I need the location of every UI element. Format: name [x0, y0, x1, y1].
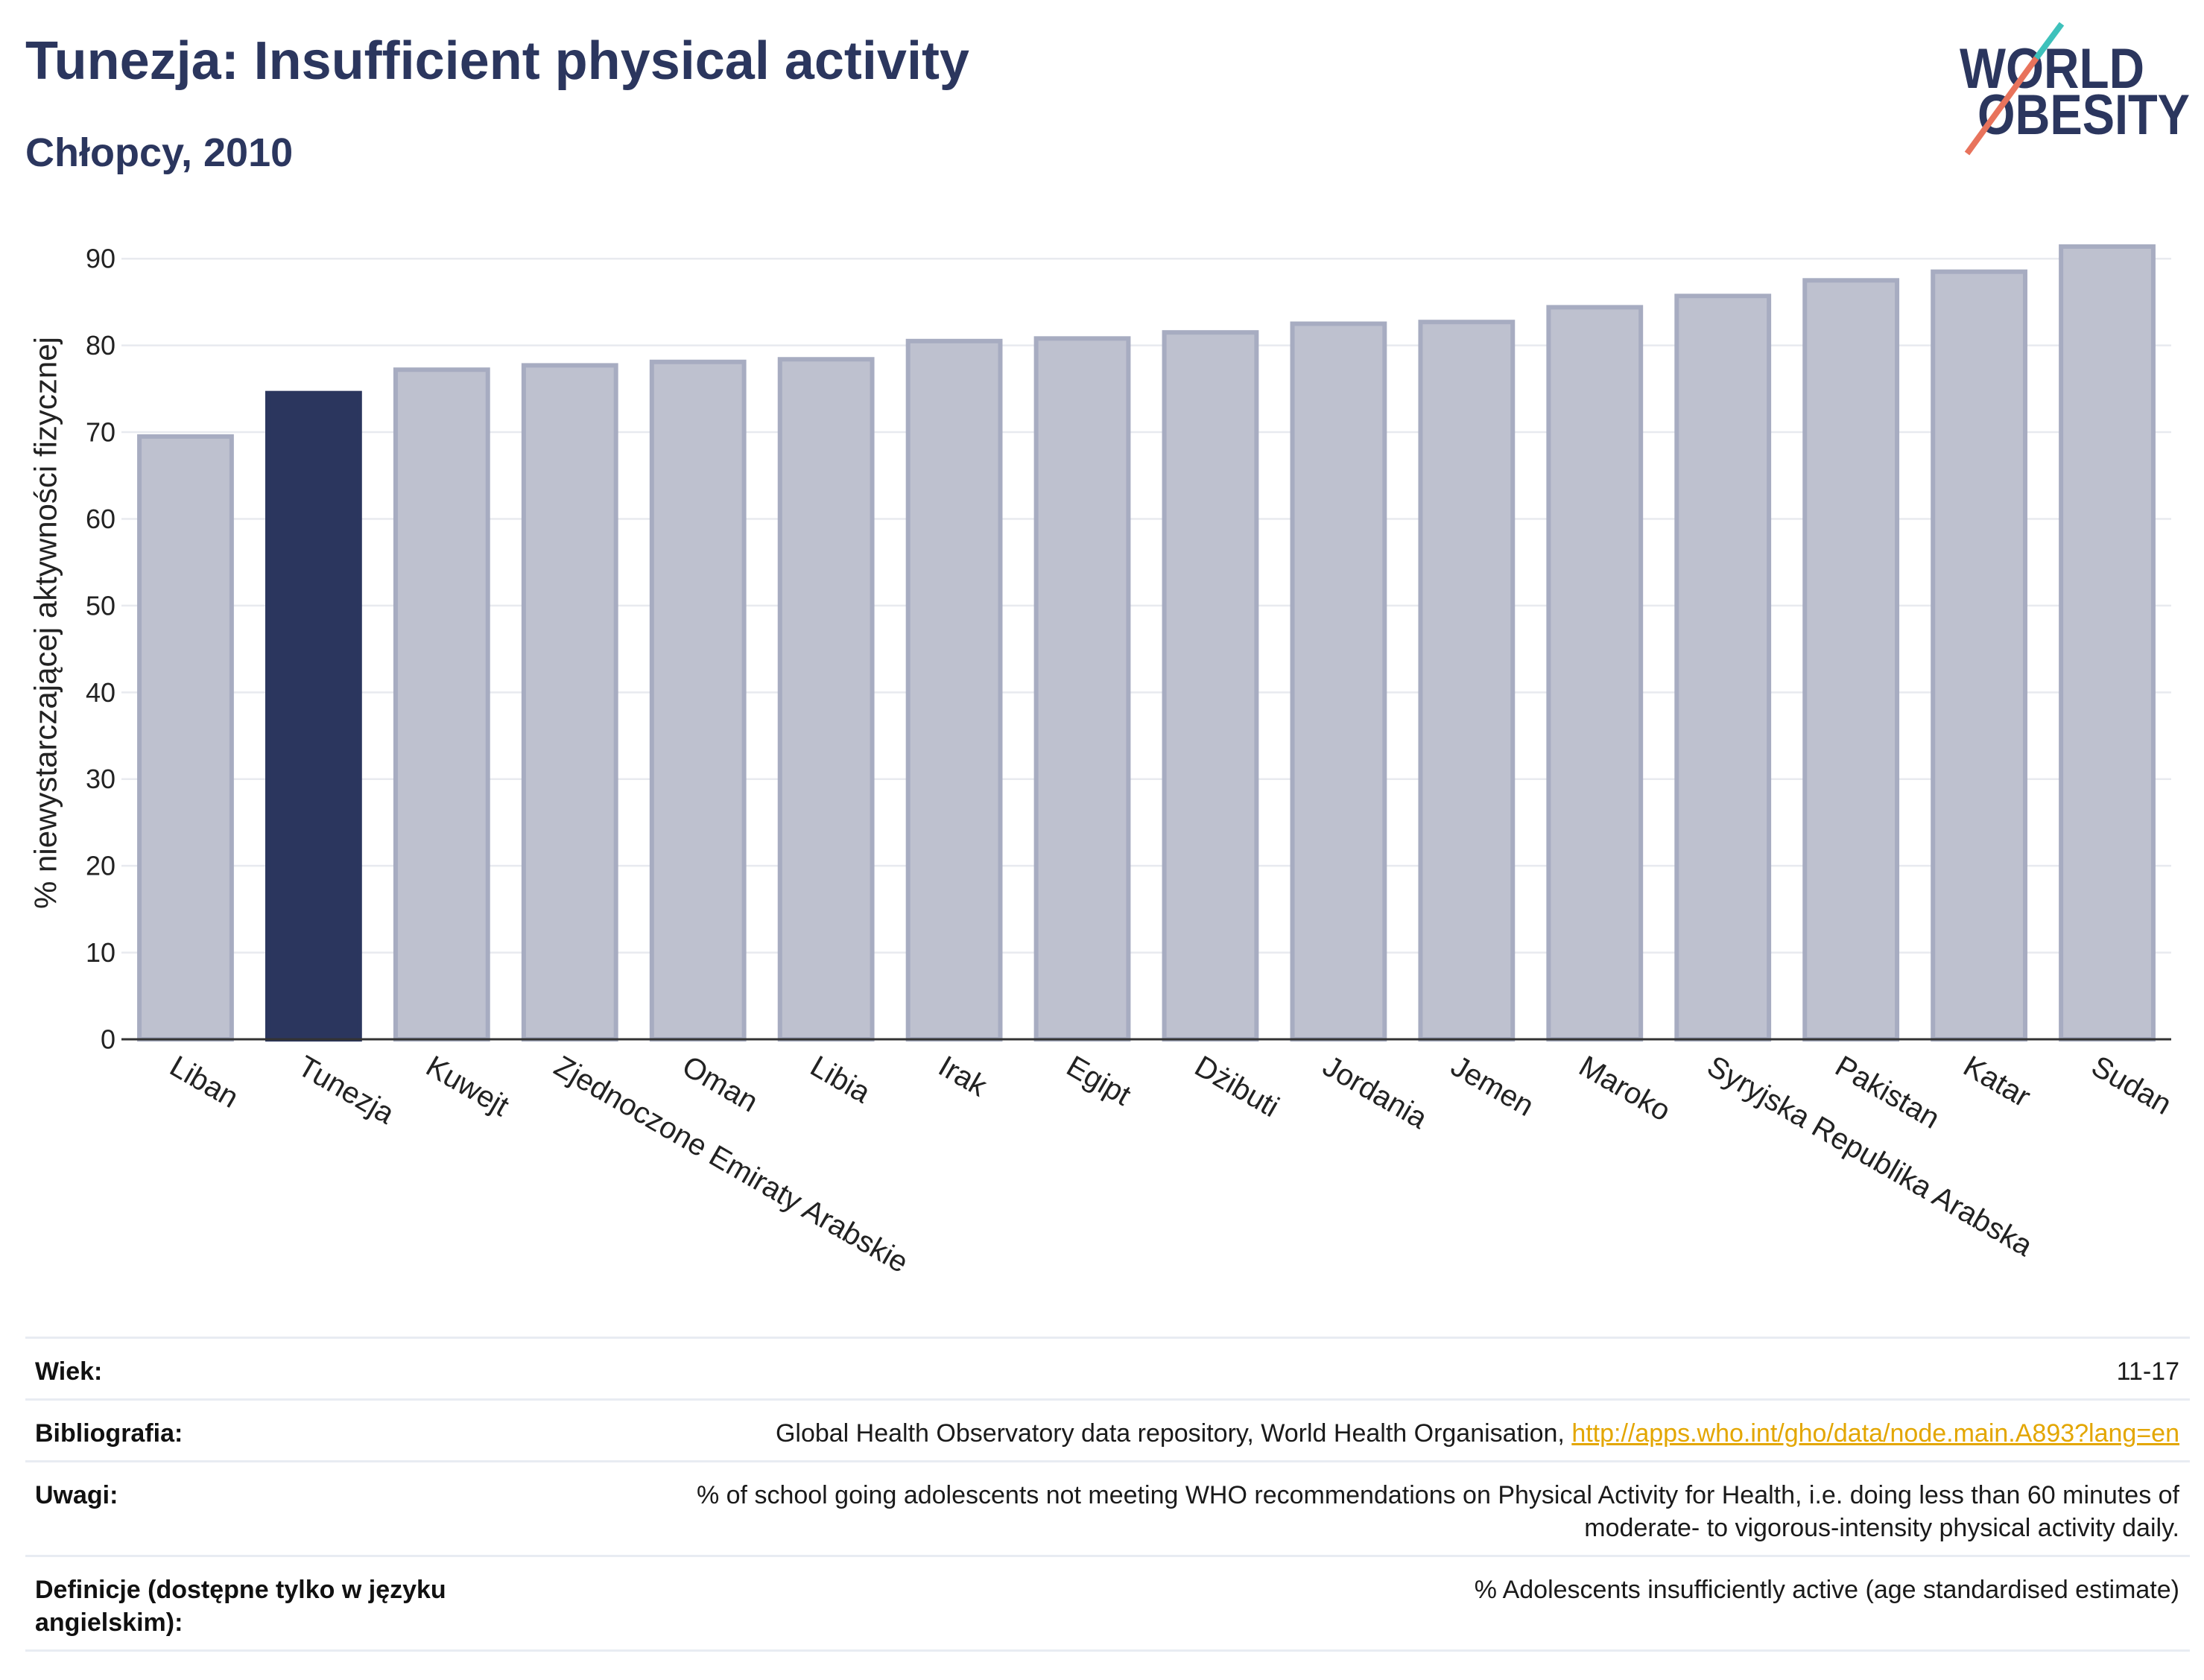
y-tick-label-20: 20: [86, 851, 115, 881]
info-row-definitions: Definicje (dostępne tylko w języku angie…: [25, 1557, 2190, 1652]
chart-title: Tunezja: Insufficient physical activity: [25, 31, 969, 91]
x-tick-label-libia: Libia: [805, 1050, 876, 1110]
x-tick-label-kuwejt: Kuwejt: [420, 1050, 514, 1123]
y-tick-label-80: 80: [86, 330, 115, 361]
definitions-value-cell: % Adolescents insufficiently active (age…: [482, 1573, 2179, 1606]
world-obesity-logo: WORLD OBESITY: [1960, 22, 2190, 156]
x-tick-label-maroko: Maroko: [1574, 1050, 1676, 1128]
y-tick-label-90: 90: [86, 244, 115, 274]
y-tick-label-0: 0: [101, 1024, 115, 1055]
notes-value: % of school going adolescents not meetin…: [696, 1481, 2179, 1542]
bar-jordania: [1290, 321, 1387, 1042]
y-tick-label-30: 30: [86, 764, 115, 794]
y-tick-label-50: 50: [86, 590, 115, 621]
definitions-value: % Adolescents insufficiently active (age…: [1474, 1576, 2179, 1604]
y-tick-label-10: 10: [86, 937, 115, 968]
x-tick-label-liban: Liban: [164, 1050, 244, 1115]
y-tick-label-40: 40: [86, 677, 115, 708]
bar-jemen: [1418, 320, 1516, 1042]
notes-label: Uwagi:: [35, 1481, 118, 1509]
x-tick-label-irak: Irak: [933, 1050, 993, 1103]
x-tick-label-jemen: Jemen: [1445, 1050, 1539, 1123]
x-tick-labels: Liban Tunezja Kuwejt Zjednoczone Emiraty Ar…: [164, 1050, 2176, 1279]
bibliography-value-cell: Global Health Observatory data repositor…: [482, 1417, 2179, 1450]
bar-libia: [777, 357, 875, 1042]
definitions-label: Definicje (dostępne tylko w języku angie…: [35, 1576, 446, 1637]
x-tick-label-oman: Oman: [677, 1050, 763, 1119]
x-tick-label-katar: Katar: [1958, 1050, 2036, 1114]
info-row-age: Wiek: 11-17: [25, 1339, 2190, 1401]
x-tick-label-egipt: Egipt: [1061, 1050, 1136, 1112]
x-tick-label-jordania: Jordania: [1317, 1050, 1434, 1135]
info-table: Wiek: 11-17 Bibliografia: Global Health …: [25, 1337, 2190, 1652]
notes-value-cell: % of school going adolescents not meetin…: [482, 1479, 2179, 1544]
logo-slash-bottom-icon: [1964, 56, 2039, 156]
age-label: Wiek:: [35, 1357, 103, 1386]
chart-subtitle: Chłopcy, 2010: [25, 130, 294, 175]
bar-dzibuti: [1162, 330, 1259, 1042]
bars: [137, 244, 2156, 1042]
bar-kuwejt: [393, 367, 490, 1042]
bibliography-value: Global Health Observatory data repositor…: [776, 1417, 2179, 1450]
y-tick-label-70: 70: [86, 417, 115, 448]
bar-tunezja: [265, 390, 362, 1042]
y-tick-labels: 0 10 20 30 40 50 60 70 80 90: [86, 244, 115, 1055]
bar-pakistan: [1802, 278, 1900, 1042]
bar-syryjska-republika-arabska: [1674, 294, 1772, 1042]
logo-line-1: WORLD: [1960, 37, 2144, 101]
info-row-notes: Uwagi: % of school going adolescents not…: [25, 1462, 2190, 1557]
x-tick-label-tunezja: Tunezja: [292, 1050, 400, 1131]
bar-zjednoczone-emiraty-arabskie: [521, 363, 618, 1042]
bar-oman: [649, 359, 747, 1042]
age-value-cell: 11-17: [482, 1355, 2179, 1388]
bibliography-text: Global Health Observatory data repositor…: [775, 1419, 1565, 1448]
y-axis-label: % niewystarczającej aktywności fizycznej: [28, 337, 63, 909]
bar-irak: [905, 338, 1003, 1042]
source-link[interactable]: http://apps.who.int/gho/data/node.main.A…: [1571, 1419, 2179, 1448]
x-tick-label-sudan: Sudan: [2086, 1050, 2177, 1121]
x-tick-label-pakistan: Pakistan: [1830, 1050, 1945, 1135]
x-tick-label-dzibuti: Dżibuti: [1189, 1050, 1285, 1123]
bibliography-label: Bibliografia:: [35, 1419, 183, 1448]
bar-katar: [1931, 269, 2027, 1042]
info-row-bibliography: Bibliografia: Global Health Observatory …: [25, 1401, 2190, 1462]
bar-liban: [137, 434, 234, 1042]
logo-slash-top-icon: [2033, 22, 2065, 60]
bar-egipt: [1033, 336, 1131, 1042]
bar-sudan: [2059, 244, 2156, 1042]
age-value: 11-17: [2116, 1357, 2179, 1386]
y-tick-label-60: 60: [86, 504, 115, 534]
bar-maroko: [1546, 305, 1644, 1042]
